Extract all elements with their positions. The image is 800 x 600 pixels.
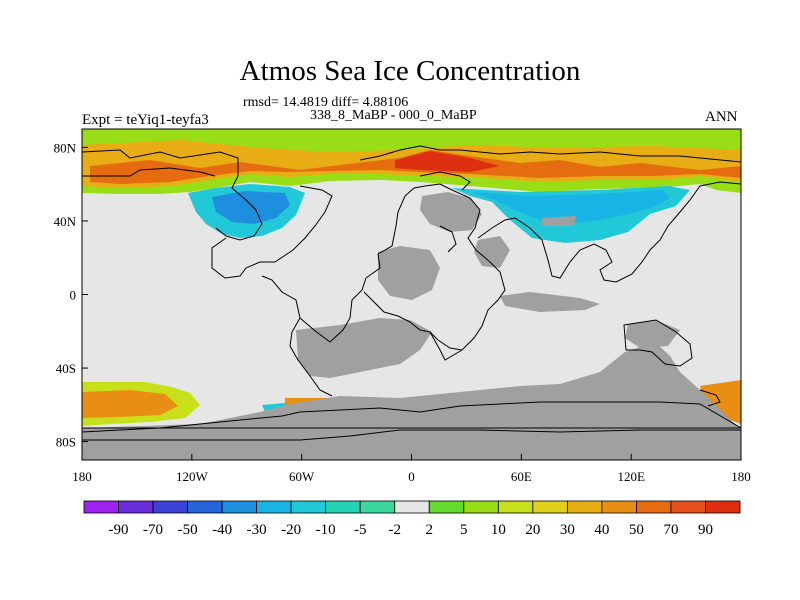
y-tick-label: 80S <box>56 435 76 450</box>
colorbar-swatch <box>118 500 154 514</box>
x-tick-label: 180 <box>72 469 92 484</box>
x-tick-label: 120E <box>617 469 645 484</box>
colorbar-label: -90 <box>109 522 129 538</box>
x-axis: 180 120W 60W 0 60E 120E 180 <box>72 454 751 484</box>
colorbar-label: 20 <box>525 522 540 538</box>
colorbar-swatch <box>325 500 361 514</box>
x-tick-label: 60W <box>289 469 315 484</box>
colorbar-label: 10 <box>491 522 506 538</box>
colorbar-swatch <box>532 500 568 514</box>
map-field <box>82 129 741 460</box>
colorbar-label: -5 <box>354 522 367 538</box>
y-tick-label: 0 <box>70 288 77 303</box>
colorbar-swatch <box>670 500 706 514</box>
colorbar-swatch <box>256 500 292 514</box>
region-nh-band-peak <box>395 151 500 172</box>
colorbar-swatch <box>152 500 188 514</box>
y-tick-label: 40S <box>56 361 76 376</box>
colorbar-swatch <box>83 500 119 514</box>
colorbar-swatch <box>636 500 672 514</box>
colorbar-label: -10 <box>316 522 336 538</box>
colorbar-label: 70 <box>663 522 678 538</box>
colorbar-label: 30 <box>560 522 575 538</box>
x-tick-label: 60E <box>511 469 532 484</box>
colorbar-label: 5 <box>460 522 468 538</box>
colorbar-swatch <box>394 500 430 514</box>
x-tick-label: 180 <box>731 469 751 484</box>
colorbar-swatch <box>428 500 465 514</box>
colorbar-label: -50 <box>178 522 198 538</box>
x-tick-label: 120W <box>176 469 209 484</box>
continent-outlines <box>82 145 741 441</box>
colorbar-swatch <box>359 500 396 514</box>
colorbar-swatch <box>601 500 637 514</box>
colorbar: -90 -70 -50 -40 -30 -20 -10 -5 -2 2 5 10 20 30 40 50 70 9… <box>83 500 741 538</box>
y-tick-label: 80N <box>54 140 77 155</box>
region-nh-negative-west-core <box>212 191 290 224</box>
colorbar-swatch <box>497 500 534 514</box>
colorbar-label: 90 <box>698 522 713 538</box>
colorbar-label: -2 <box>388 522 401 538</box>
colorbar-label: -70 <box>143 522 163 538</box>
region-sh-positive-west-core <box>82 390 178 418</box>
chart-subtitle-period: 338_8_MaBP - 000_0_MaBP <box>310 108 477 123</box>
colorbar-swatch <box>290 500 327 514</box>
season-label: ANN <box>705 109 738 125</box>
colorbar-label: -30 <box>247 522 267 538</box>
colorbar-swatch <box>221 500 258 514</box>
colorbar-swatch <box>566 500 603 514</box>
colorbar-swatch <box>187 500 223 514</box>
colorbar-swatch <box>463 500 499 514</box>
x-tick-label: 0 <box>408 469 415 484</box>
experiment-label: Expt = teYiq1-teyfa3 <box>82 112 209 128</box>
colorbar-label: -40 <box>212 522 232 538</box>
y-tick-label: 40N <box>54 214 77 229</box>
masked-land <box>82 192 741 460</box>
colorbar-label: 2 <box>426 522 434 538</box>
colorbar-swatch <box>705 500 741 514</box>
chart-title: Atmos Sea Ice Concentration <box>239 55 581 87</box>
colorbar-label: -20 <box>281 522 301 538</box>
colorbar-label: 40 <box>594 522 609 538</box>
chart-subtitle-stats: rmsd= 14.4819 diff= 4.88106 <box>243 95 409 110</box>
y-axis: 80N 40N 0 40S 80S <box>54 140 88 450</box>
colorbar-label: 50 <box>629 522 644 538</box>
region-nh-negative-east-core <box>470 190 670 224</box>
